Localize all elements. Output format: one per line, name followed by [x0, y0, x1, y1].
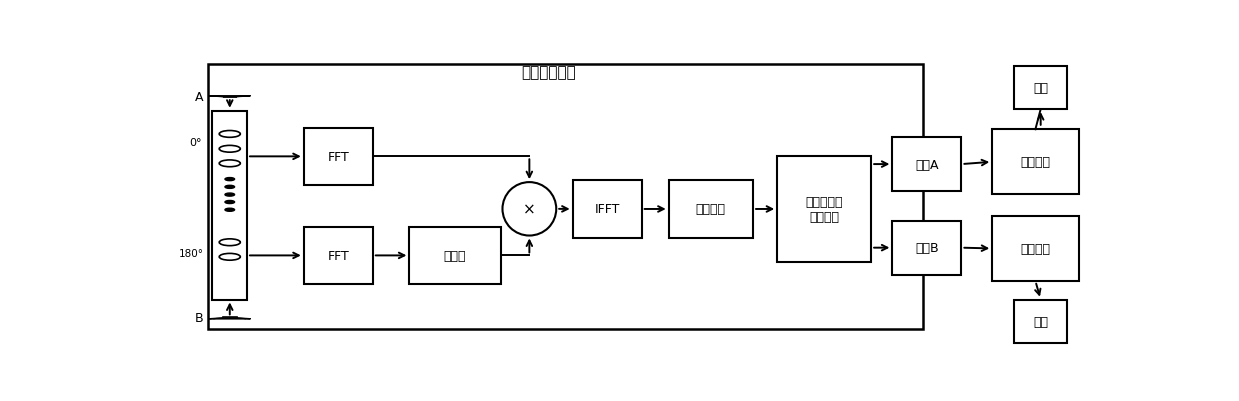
Bar: [777, 156, 871, 263]
Polygon shape: [213, 318, 247, 319]
Circle shape: [225, 201, 234, 204]
Circle shape: [219, 254, 240, 261]
Text: B: B: [195, 312, 203, 324]
Text: 输出: 输出: [1033, 315, 1048, 328]
Circle shape: [219, 131, 240, 138]
Bar: [304, 128, 373, 186]
Bar: [1015, 300, 1067, 343]
Circle shape: [225, 194, 234, 196]
Text: 声音分离方法: 声音分离方法: [522, 65, 576, 80]
Bar: [892, 138, 961, 192]
Bar: [304, 227, 373, 284]
Circle shape: [219, 160, 240, 167]
Text: 输出: 输出: [1033, 82, 1048, 95]
Bar: [992, 130, 1079, 195]
Text: 180°: 180°: [178, 249, 204, 258]
Bar: [223, 97, 237, 98]
Bar: [213, 111, 247, 300]
Circle shape: [225, 209, 234, 212]
Text: A: A: [195, 91, 203, 104]
Text: 语音增强: 语音增强: [1021, 156, 1051, 169]
Text: 峰值检测: 峰值检测: [696, 203, 726, 216]
Bar: [208, 65, 923, 329]
Circle shape: [225, 178, 234, 181]
Text: ×: ×: [523, 202, 535, 217]
Text: FFT: FFT: [327, 150, 349, 164]
Bar: [409, 227, 501, 284]
Bar: [892, 221, 961, 275]
Circle shape: [219, 146, 240, 153]
Ellipse shape: [503, 182, 556, 236]
Text: 通道B: 通道B: [916, 241, 939, 255]
Bar: [992, 217, 1079, 281]
Text: 通道A: 通道A: [916, 158, 939, 171]
Bar: [572, 181, 642, 238]
Text: 语音增强: 语音增强: [1021, 242, 1051, 255]
Bar: [1015, 67, 1067, 110]
Circle shape: [225, 186, 234, 189]
Text: 0°: 0°: [190, 137, 202, 147]
Text: IFFT: IFFT: [595, 203, 620, 216]
Circle shape: [219, 239, 240, 246]
Text: 复共轭: 复共轭: [444, 249, 466, 262]
Text: FFT: FFT: [327, 249, 349, 262]
Polygon shape: [209, 318, 250, 319]
Text: 声源方向判
断并分离: 声源方向判 断并分离: [805, 195, 843, 223]
Bar: [669, 181, 753, 238]
